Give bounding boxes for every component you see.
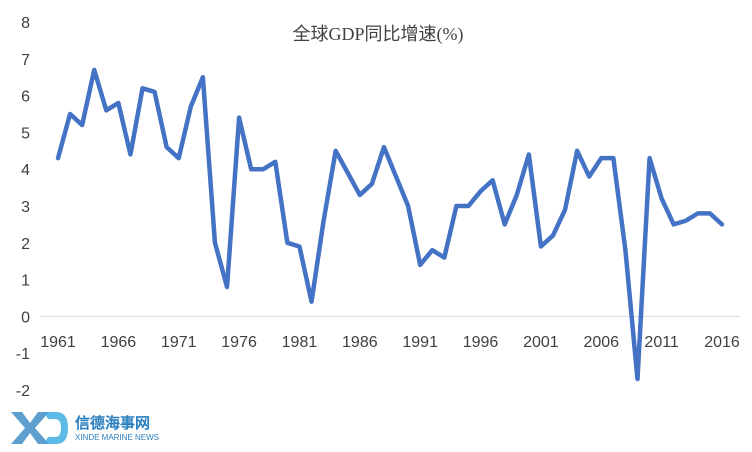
data-point bbox=[189, 105, 193, 109]
data-point bbox=[563, 208, 567, 212]
x-tick-label: 2001 bbox=[523, 334, 559, 351]
data-point bbox=[442, 256, 446, 260]
data-point bbox=[575, 149, 579, 153]
data-point bbox=[201, 75, 205, 79]
data-point bbox=[648, 156, 652, 160]
data-point bbox=[56, 156, 60, 160]
data-point bbox=[394, 175, 398, 179]
data-point bbox=[611, 156, 615, 160]
data-point bbox=[358, 193, 362, 197]
data-point bbox=[503, 222, 507, 226]
watermark-cn-text: 信德海事网 bbox=[75, 414, 150, 432]
data-point bbox=[491, 178, 495, 182]
x-tick-label: 2006 bbox=[583, 334, 619, 351]
data-point bbox=[454, 204, 458, 208]
data-point bbox=[479, 189, 483, 193]
data-point bbox=[104, 108, 108, 112]
series-group bbox=[55, 67, 725, 382]
data-point bbox=[599, 156, 603, 160]
data-point bbox=[273, 160, 277, 164]
data-point bbox=[720, 222, 724, 226]
y-tick-label: 8 bbox=[21, 15, 30, 32]
data-point bbox=[153, 90, 157, 94]
data-point bbox=[334, 149, 338, 153]
data-point bbox=[527, 152, 531, 156]
data-point bbox=[128, 152, 132, 156]
x-tick-label: 1971 bbox=[161, 334, 197, 351]
y-tick-label: 0 bbox=[21, 309, 30, 326]
y-axis: -2 -1 0 1 2 3 4 5 6 7 8 bbox=[16, 15, 30, 400]
x-axis: 1961 1966 1971 1976 1981 1986 1991 1996 2001 2006… bbox=[40, 315, 740, 351]
data-point bbox=[466, 204, 470, 208]
x-tick-label: 1976 bbox=[221, 334, 257, 351]
data-point bbox=[249, 167, 253, 171]
y-tick-label: 5 bbox=[21, 125, 30, 142]
data-point bbox=[310, 300, 314, 304]
data-point bbox=[382, 145, 386, 149]
data-point bbox=[68, 112, 72, 116]
data-point bbox=[539, 244, 543, 248]
data-point bbox=[177, 156, 181, 160]
y-tick-label: 4 bbox=[21, 162, 30, 179]
x-tick-label: 1996 bbox=[463, 334, 499, 351]
data-point bbox=[346, 171, 350, 175]
data-point bbox=[141, 86, 145, 90]
y-tick-label: -1 bbox=[16, 346, 30, 363]
data-point bbox=[684, 219, 688, 223]
x-tick-label: 2016 bbox=[704, 334, 740, 351]
data-point bbox=[225, 285, 229, 289]
data-point bbox=[587, 175, 591, 179]
data-point bbox=[261, 167, 265, 171]
x-tick-label: 2011 bbox=[644, 334, 679, 351]
data-point bbox=[237, 116, 241, 120]
data-point bbox=[92, 68, 96, 72]
x-tick-label: 1966 bbox=[101, 334, 137, 351]
x-tick-label: 1991 bbox=[402, 334, 438, 351]
y-tick-label: 6 bbox=[21, 89, 30, 106]
data-point bbox=[165, 145, 169, 149]
data-point bbox=[623, 248, 627, 252]
data-point bbox=[370, 182, 374, 186]
y-tick-label: -2 bbox=[16, 383, 30, 400]
data-point bbox=[116, 101, 120, 105]
data-point bbox=[672, 222, 676, 226]
data-point bbox=[696, 211, 700, 215]
data-point bbox=[418, 263, 422, 267]
data-point bbox=[635, 377, 639, 381]
x-tick-label: 1961 bbox=[40, 334, 76, 351]
watermark-en-text: XINDE MARINE NEWS bbox=[75, 433, 159, 442]
data-point bbox=[406, 204, 410, 208]
data-point bbox=[297, 244, 301, 248]
data-point bbox=[322, 219, 326, 223]
x-tick-label: 1986 bbox=[342, 334, 378, 351]
data-point bbox=[430, 248, 434, 252]
chart-title: 全球GDP同比增速(%) bbox=[293, 24, 464, 45]
series-line bbox=[55, 67, 725, 382]
data-point bbox=[213, 241, 217, 245]
y-tick-label: 3 bbox=[21, 199, 30, 216]
watermark-logo bbox=[11, 412, 68, 444]
data-point bbox=[285, 241, 289, 245]
data-point bbox=[708, 211, 712, 215]
y-tick-label: 2 bbox=[21, 236, 30, 253]
y-tick-label: 7 bbox=[21, 52, 30, 69]
y-tick-label: 1 bbox=[21, 273, 30, 290]
x-tick-label: 1981 bbox=[282, 334, 318, 351]
watermark: 信德海事网 XINDE MARINE NEWS bbox=[11, 412, 159, 444]
data-point bbox=[515, 193, 519, 197]
data-point bbox=[551, 233, 555, 237]
data-point bbox=[80, 123, 84, 127]
data-point bbox=[660, 197, 664, 201]
